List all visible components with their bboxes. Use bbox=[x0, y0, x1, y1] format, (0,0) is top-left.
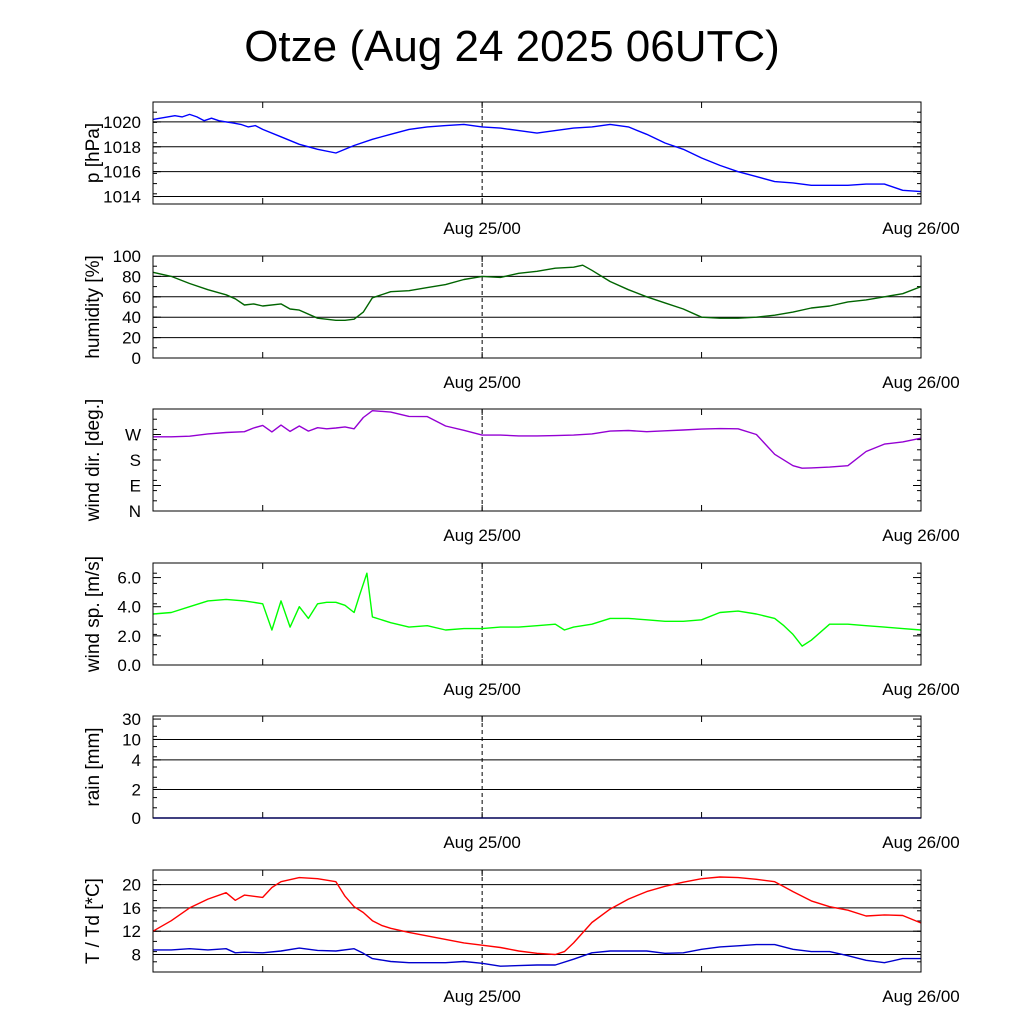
x-tick-label: Aug 25/00 bbox=[443, 373, 521, 392]
y-axis-label: p [hPa] bbox=[83, 123, 104, 183]
x-tick-label: Aug 25/00 bbox=[443, 526, 521, 545]
y-tick-label: 0.0 bbox=[117, 656, 141, 675]
x-tick-label: Aug 26/00 bbox=[882, 987, 960, 1006]
x-tick-label: Aug 25/00 bbox=[443, 833, 521, 852]
x-tick-label: Aug 25/00 bbox=[443, 987, 521, 1006]
panel-wind_speed: 0.0 2.0 4.0 6.0 wind sp. [m/s] Aug 25/00 Aug 2… bbox=[83, 556, 960, 699]
y-tick-label: 4.0 bbox=[117, 598, 141, 617]
y-axis-label: rain [mm] bbox=[83, 727, 104, 806]
y-tick-label: 100 bbox=[113, 247, 141, 266]
y-tick-label: 20 bbox=[122, 329, 141, 348]
x-tick-label: Aug 25/00 bbox=[443, 680, 521, 699]
panel-frame bbox=[152, 255, 922, 359]
x-tick-label: Aug 26/00 bbox=[882, 373, 960, 392]
y-tick-label: 80 bbox=[122, 267, 141, 286]
panel-frame bbox=[152, 562, 922, 666]
y-tick-label: 8 bbox=[132, 946, 141, 965]
series-t bbox=[152, 876, 922, 956]
y-tick-label: N bbox=[129, 502, 141, 521]
series-pressure bbox=[152, 113, 922, 193]
series-td bbox=[153, 943, 921, 967]
y-axis-label: T / Td [*C] bbox=[83, 878, 104, 964]
y-tick-label: 1014 bbox=[103, 188, 141, 207]
y-tick-label: 0 bbox=[132, 809, 141, 828]
page-title: Otze (Aug 24 2025 06UTC) bbox=[244, 22, 780, 71]
y-tick-label: 60 bbox=[122, 288, 141, 307]
y-tick-label: 2.0 bbox=[117, 627, 141, 646]
y-tick-label: 0 bbox=[132, 349, 141, 368]
panel-frame bbox=[152, 715, 922, 819]
panel-temperature: 8 12 16 20 T / Td [*C] Aug 25/00 Aug 26/00 bbox=[83, 869, 960, 1006]
x-tick-label: Aug 26/00 bbox=[882, 219, 960, 238]
series-humidity bbox=[152, 264, 922, 321]
x-tick-label: Aug 26/00 bbox=[882, 526, 960, 545]
y-tick-label: E bbox=[130, 477, 141, 496]
x-tick-label: Aug 26/00 bbox=[882, 833, 960, 852]
y-tick-label: 20 bbox=[122, 876, 141, 895]
y-tick-label: 1016 bbox=[103, 163, 141, 182]
panel-frame bbox=[152, 408, 922, 512]
y-tick-label: 40 bbox=[122, 308, 141, 327]
panel-frame bbox=[152, 869, 922, 973]
y-tick-label: 6.0 bbox=[117, 569, 141, 588]
y-tick-label: 1020 bbox=[103, 113, 141, 132]
y-tick-label: W bbox=[125, 426, 141, 445]
y-tick-label: 16 bbox=[122, 899, 141, 918]
series-wind-speed bbox=[152, 572, 922, 647]
y-axis-label: wind sp. [m/s] bbox=[83, 556, 104, 673]
y-tick-label: 10 bbox=[122, 730, 141, 749]
y-tick-label: 4 bbox=[132, 751, 141, 770]
y-tick-label: 12 bbox=[122, 922, 141, 941]
y-tick-label: 2 bbox=[132, 780, 141, 799]
panel-frame bbox=[152, 101, 922, 205]
y-axis-label: wind dir. [deg.] bbox=[83, 399, 104, 523]
y-tick-label: S bbox=[130, 451, 141, 470]
x-tick-label: Aug 25/00 bbox=[443, 219, 521, 238]
x-tick-label: Aug 26/00 bbox=[882, 680, 960, 699]
y-axis-label: humidity [%] bbox=[83, 255, 104, 358]
y-tick-label: 30 bbox=[122, 710, 141, 729]
y-tick-label: 1018 bbox=[103, 138, 141, 157]
series-wind-direction bbox=[153, 410, 922, 469]
